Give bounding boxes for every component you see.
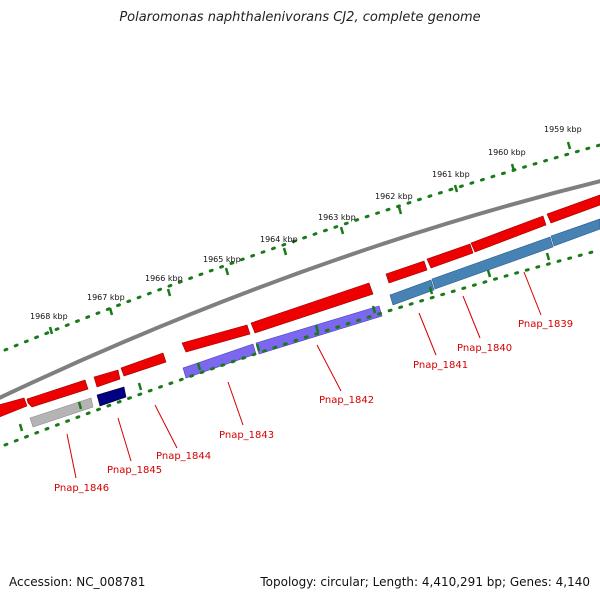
- tick-1961: [453, 184, 459, 193]
- map-title: Polaromonas naphthalenivorans CJ2, compl…: [119, 10, 481, 25]
- genome-summary-text: Topology: circular; Length: 4,410,291 bp…: [260, 575, 590, 589]
- accession-text: Accession: NC_008781: [9, 575, 146, 589]
- kbp-label-1964: 1964 kbp: [260, 235, 298, 244]
- forward-feature-6: [250, 282, 374, 334]
- gene-label-pnap-1839: Pnap_1839: [518, 319, 573, 330]
- forward-feature-8: [426, 243, 474, 269]
- forward-feature-9: [470, 215, 547, 253]
- leader-pnap-1843: [227, 381, 244, 426]
- leader-pnap-1842: [316, 344, 342, 392]
- label-leaders: [66, 271, 542, 479]
- gene-bar-pnap-1845: [96, 386, 127, 407]
- tick-1962: [397, 206, 403, 215]
- gene-label-pnap-1841: Pnap_1841: [413, 360, 468, 371]
- leader-pnap-1839: [523, 271, 542, 316]
- inner-tick-6: [255, 343, 261, 352]
- kbp-label-1961: 1961 kbp: [432, 170, 470, 179]
- leader-pnap-1845: [117, 417, 132, 462]
- gene-label-pnap-1840: Pnap_1840: [457, 343, 512, 354]
- tick-1967: [108, 307, 114, 316]
- forward-feature-5: [181, 324, 251, 353]
- inner-tick-7: [196, 362, 202, 371]
- tick-1965: [224, 267, 230, 276]
- gene-label-pnap-1846: Pnap_1846: [54, 483, 109, 494]
- reverse-strand-features: [29, 218, 600, 428]
- forward-feature-3: [93, 369, 121, 388]
- kbp-label-1959: 1959 kbp: [544, 125, 582, 134]
- inner-tick-3: [428, 286, 434, 295]
- kbp-label-1966: 1966 kbp: [145, 274, 183, 283]
- inner-tick-9: [77, 401, 83, 410]
- outer-major-ticks: [48, 141, 572, 335]
- inner-tick-1: [545, 252, 551, 261]
- leader-pnap-1840: [462, 295, 481, 339]
- inner-tick-8: [137, 382, 143, 391]
- leader-pnap-1841: [418, 312, 437, 356]
- tick-1966: [166, 288, 172, 297]
- kbp-label-1963: 1963 kbp: [318, 213, 356, 222]
- forward-feature-2: [26, 379, 89, 408]
- tick-1963: [339, 226, 345, 235]
- tick-1968: [48, 326, 54, 335]
- forward-feature-4: [120, 352, 167, 377]
- inner-major-ticks: [18, 252, 551, 432]
- inner-tick-2: [486, 269, 492, 278]
- gene-label-pnap-1842: Pnap_1842: [319, 395, 374, 406]
- gene-bar-pnap-1846: [29, 397, 94, 428]
- gene-bar-pnap-1841: [389, 279, 435, 306]
- leader-pnap-1844: [154, 404, 178, 449]
- gene-label-pnap-1845: Pnap_1845: [107, 465, 162, 476]
- tick-1960: [510, 163, 516, 172]
- inner-scale-dots: [3, 248, 600, 447]
- kbp-label-1968: 1968 kbp: [30, 312, 68, 321]
- tick-1959: [566, 141, 572, 150]
- kbp-label-1965: 1965 kbp: [203, 255, 241, 264]
- gene-label-pnap-1843: Pnap_1843: [219, 430, 274, 441]
- leader-pnap-1846: [66, 433, 77, 479]
- gene-bar-pnap-1840: [431, 236, 554, 290]
- forward-feature-1: [0, 397, 28, 418]
- inner-tick-10: [18, 423, 24, 432]
- kbp-label-1967: 1967 kbp: [87, 293, 125, 302]
- forward-feature-10: [546, 194, 600, 224]
- forward-feature-7: [385, 260, 428, 284]
- outer-scale-dots: [3, 143, 600, 352]
- gene-bar-pnap-1839: [550, 218, 600, 247]
- kbp-label-1960: 1960 kbp: [488, 148, 526, 157]
- genome-backbone: [0, 179, 600, 400]
- gene-label-pnap-1844: Pnap_1844: [156, 451, 211, 462]
- kbp-label-1962: 1962 kbp: [375, 192, 413, 201]
- inner-tick-5: [314, 324, 320, 333]
- tick-1964: [282, 247, 288, 256]
- inner-tick-4: [371, 305, 377, 314]
- forward-strand-features: [0, 194, 600, 418]
